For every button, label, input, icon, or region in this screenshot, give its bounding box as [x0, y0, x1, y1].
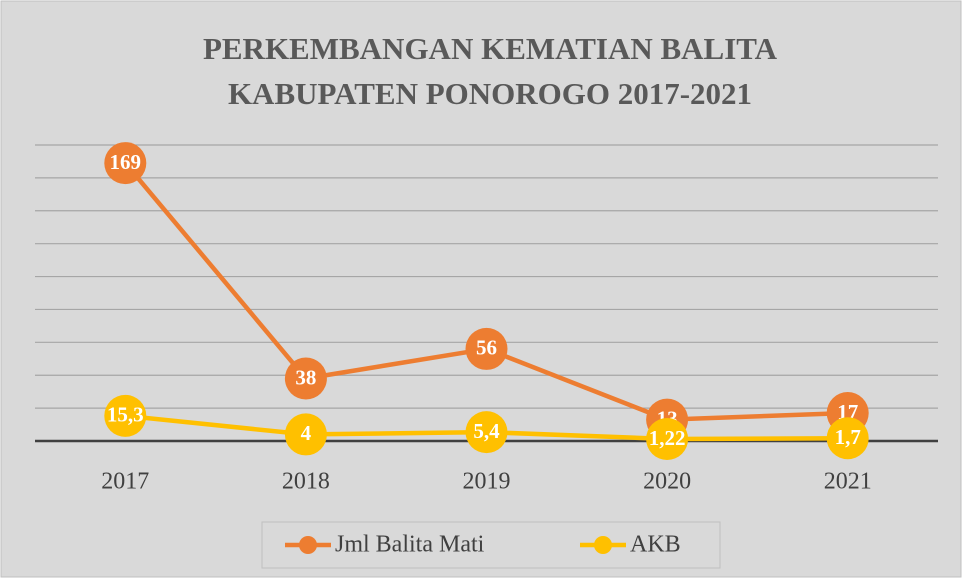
data-label: 1,7	[835, 425, 861, 449]
legend-label: Jml Balita Mati	[335, 532, 485, 558]
data-point	[646, 417, 689, 460]
legend-box	[261, 521, 721, 569]
legend-marker	[299, 536, 317, 554]
x-tick-label: 2017	[101, 469, 149, 495]
data-label: 1,22	[649, 426, 686, 450]
data-label: 4	[301, 421, 312, 445]
x-tick-label: 2018	[282, 469, 330, 495]
data-label: 56	[476, 336, 497, 360]
data-label: 169	[110, 150, 142, 174]
legend-label: AKB	[630, 532, 681, 558]
data-point	[104, 142, 147, 185]
chart-title: PERKEMBANGAN KEMATIAN BALITA	[203, 31, 778, 66]
data-point	[104, 394, 147, 437]
x-tick-label: 2019	[463, 469, 511, 495]
data-point	[465, 327, 508, 370]
legend-marker	[594, 536, 612, 554]
data-label: 15,3	[107, 403, 144, 427]
chart-title: KABUPATEN PONOROGO 2017-2021	[228, 76, 752, 111]
data-label: 17	[837, 400, 858, 424]
data-point	[826, 417, 869, 460]
data-label: 38	[295, 365, 316, 389]
data-point	[284, 357, 327, 400]
x-tick-label: 2021	[824, 469, 872, 495]
data-point	[465, 411, 508, 454]
data-label: 5,4	[473, 419, 500, 443]
x-tick-label: 2020	[643, 469, 691, 495]
data-point	[284, 413, 327, 456]
